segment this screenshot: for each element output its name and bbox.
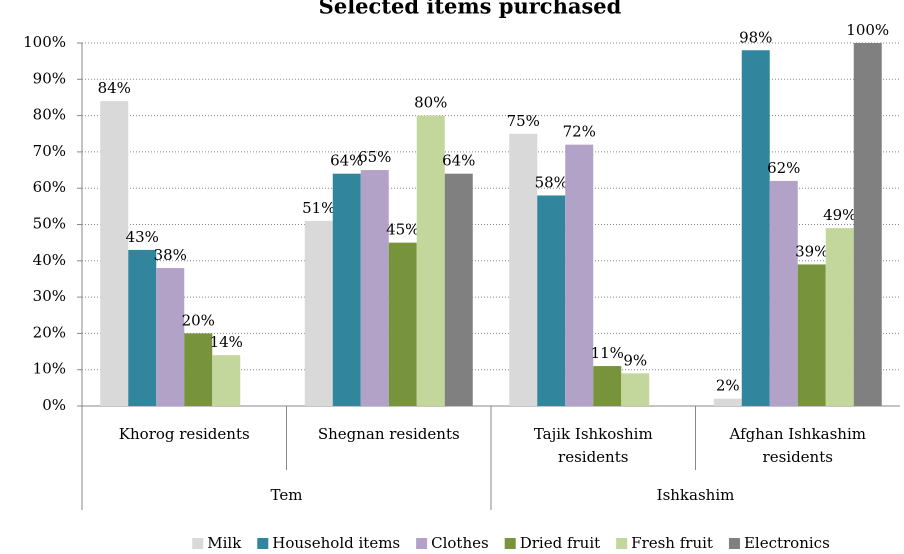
value-label: 64% [442,152,475,170]
legend-label: Fresh fruit [631,534,713,552]
y-tick-label: 40% [33,251,66,269]
bar [797,264,826,406]
y-tick-label: 30% [33,287,66,305]
bar [565,144,594,406]
legend-label: Clothes [431,534,489,552]
legend-swatch [192,538,204,549]
value-label: 38% [154,246,187,264]
bar [853,43,882,406]
group-label: Tem [271,486,303,504]
bar [100,101,129,406]
y-tick-label: 70% [33,142,66,160]
value-label: 80% [414,94,447,112]
value-label: 100% [846,21,889,39]
legend-swatch [416,538,428,549]
y-tick-label: 80% [33,106,66,124]
value-label: 49% [823,206,856,224]
y-tick-label: 100% [23,33,66,51]
bar [825,228,854,406]
value-label: 51% [302,199,335,217]
x-tick-label: Afghan Ishkashim residents [729,425,866,466]
x-tick-label: Khorog residents [118,425,250,443]
value-label: 43% [126,228,159,246]
x-tick-label: Shegnan residents [317,425,460,443]
y-tick-label: 50% [33,215,66,233]
bar [741,50,770,406]
bar [156,268,185,406]
value-label: 62% [767,159,800,177]
bar [621,373,650,406]
bar [304,220,333,406]
chart-title: Selected items purchased [319,0,622,19]
group-label: Ishkashim [657,486,735,504]
value-label: 14% [210,333,243,351]
y-tick-label: 90% [33,69,66,87]
bar [128,249,157,406]
value-label: 2% [716,377,740,395]
value-label: 65% [358,148,391,166]
value-label: 11% [591,344,624,362]
value-label: 98% [739,28,772,46]
legend-label: Electronics [744,534,830,552]
value-label: 84% [98,79,131,97]
bar [509,133,538,406]
value-label: 20% [182,311,215,329]
y-tick-label: 20% [33,323,66,341]
y-tick-label: 10% [33,360,66,378]
bar [416,115,445,406]
value-label: 39% [795,242,828,260]
value-label: 72% [563,123,596,141]
bar [212,355,241,406]
legend-label: Dried fruit [520,534,600,552]
value-label: 64% [330,152,363,170]
bar [444,173,473,406]
legend-swatch [504,538,516,549]
legend-label: Milk [207,534,242,552]
bar [713,398,742,406]
bar [184,333,213,406]
value-label: 45% [386,221,419,239]
bar [332,173,361,406]
bar [769,180,798,406]
value-label: 58% [535,173,568,191]
legend-swatch [728,538,740,549]
bar [388,242,417,406]
bar [537,195,566,406]
y-tick-label: 60% [33,178,66,196]
value-label: 9% [623,351,647,369]
x-tick-label: Tajik Ishkoshim residents [533,425,653,466]
legend-swatch [257,538,269,549]
bar [593,366,622,406]
legend-swatch [616,538,628,549]
legend-label: Household items [272,534,400,552]
bar [360,170,389,406]
y-tick-label: 0% [42,396,66,414]
value-label: 75% [507,112,540,130]
